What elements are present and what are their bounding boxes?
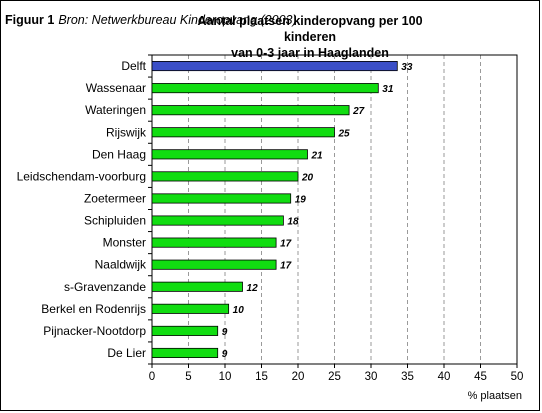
x-tick-label: 15: [255, 371, 268, 383]
chart-title-line-2: van 0-3 jaar in Haaglanden: [231, 46, 389, 60]
x-tick-label: 10: [219, 371, 232, 383]
category-label: Den Haag: [92, 147, 146, 161]
category-label: Wateringen: [85, 103, 146, 117]
bar: [151, 215, 284, 226]
x-tick-label: 40: [438, 371, 451, 383]
x-tick-label: 20: [292, 371, 305, 383]
figure-source: Bron: Netwerkbureau Kinderopvang (2003): [58, 13, 297, 27]
value-label: 18: [287, 217, 299, 228]
bar: [151, 303, 230, 314]
value-label: 17: [280, 261, 292, 272]
bar: [151, 127, 335, 138]
category-label: Monster: [103, 236, 146, 250]
category-label: Wassenaar: [86, 81, 146, 95]
x-tick-label: 45: [474, 371, 487, 383]
bar: [151, 105, 350, 116]
category-label: De Lier: [107, 346, 146, 360]
bar: [151, 149, 308, 160]
value-label: 17: [280, 239, 292, 250]
bar: [151, 61, 398, 72]
x-tick-label: 35: [401, 371, 414, 383]
value-label: 33: [401, 62, 413, 73]
bar: [151, 193, 292, 204]
value-label: 31: [382, 84, 394, 95]
category-label: Rijswijk: [106, 125, 147, 139]
value-label: 20: [301, 172, 314, 183]
value-label: 27: [352, 106, 365, 117]
category-label: Leidschendam-voorburg: [17, 169, 146, 183]
bar: [151, 281, 243, 292]
x-tick-label: 5: [185, 371, 191, 383]
bar: [151, 347, 219, 358]
figure-header: Figuur 1 Bron: Netwerkbureau Kinderopvang…: [5, 13, 297, 27]
figure-label: Figuur 1: [5, 13, 55, 27]
value-label: 21: [310, 150, 323, 161]
bar: [151, 259, 277, 270]
x-tick-label: 30: [365, 371, 378, 383]
category-label: s-Gravenzande: [64, 280, 146, 294]
bar: [151, 237, 277, 248]
chart-title: Aantal plaatsen kinderopvang per 100 kin…: [170, 13, 450, 61]
category-label: Berkel en Rodenrijs: [41, 302, 146, 316]
category-label: Zoetermeer: [84, 191, 146, 205]
value-label: 10: [233, 305, 245, 316]
category-label: Schipluiden: [84, 214, 146, 228]
category-label: Delft: [121, 59, 146, 73]
category-label: Naaldwijk: [95, 258, 147, 272]
x-tick-label: 0: [149, 371, 155, 383]
value-label: 9: [222, 327, 228, 338]
bar: [151, 83, 379, 94]
x-tick-label: 50: [511, 371, 524, 383]
value-label: 12: [247, 283, 259, 294]
chart-title-line-1: Aantal plaatsen kinderopvang per 100 kin…: [197, 14, 423, 44]
bar: [151, 171, 299, 182]
value-label: 25: [338, 128, 351, 139]
value-label: 9: [222, 349, 228, 360]
value-label: 19: [295, 194, 307, 205]
category-label: Pijnacker-Nootdorp: [43, 324, 146, 338]
bar: [151, 325, 219, 336]
x-axis-label: % plaatsen: [468, 390, 522, 402]
x-tick-label: 25: [328, 371, 341, 383]
